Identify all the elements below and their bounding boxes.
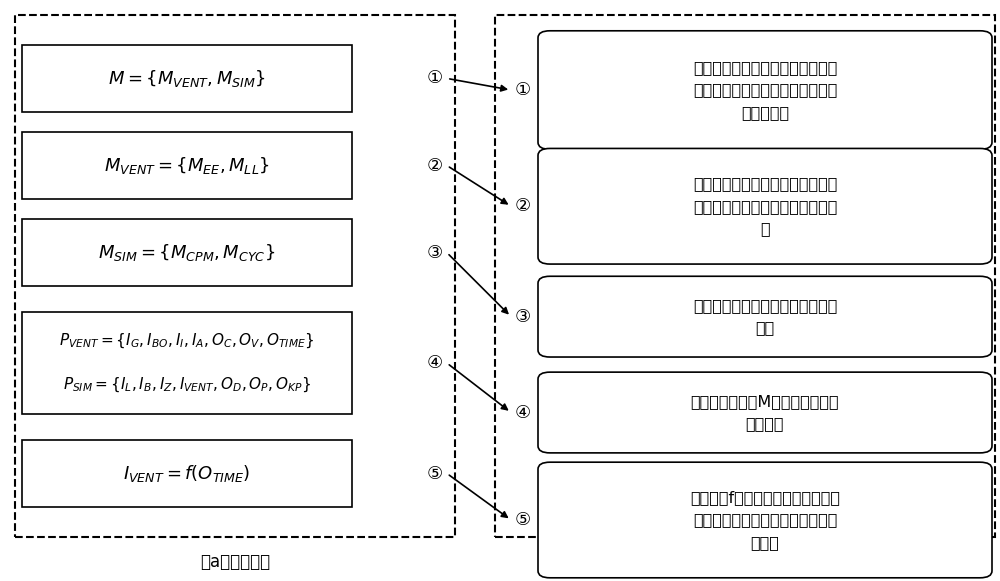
Text: 提出基于通风数值模拟的地下洞室
群施工进度仿真优化方法并建立数
学模型集合: 提出基于通风数值模拟的地下洞室 群施工进度仿真优化方法并建立数 学模型集合 <box>693 60 837 120</box>
Text: ①: ① <box>515 81 531 99</box>
FancyBboxPatch shape <box>538 372 992 453</box>
Text: 定义了模型集合M中各个子模型的
参数集合: 定义了模型集合M中各个子模型的 参数集合 <box>691 394 839 431</box>
Text: ④: ④ <box>427 354 443 372</box>
FancyBboxPatch shape <box>538 462 992 578</box>
FancyBboxPatch shape <box>538 277 992 357</box>
FancyBboxPatch shape <box>538 149 992 264</box>
Text: 提出地下洞室群施工通风两相流混
合数值模拟方法并建立数学模型集
合: 提出地下洞室群施工通风两相流混 合数值模拟方法并建立数学模型集 合 <box>693 177 837 236</box>
Text: 建立地下洞室群施工进度仿真模型
集合: 建立地下洞室群施工进度仿真模型 集合 <box>693 298 837 335</box>
Text: 定义函数f，建立模拟输出通风时间
参数与仿真输入通风参数之间的逻
辑关系: 定义函数f，建立模拟输出通风时间 参数与仿真输入通风参数之间的逻 辑关系 <box>690 490 840 550</box>
Text: $P_{VENT} = \{I_G, I_{BO}, I_I, I_A, O_C, O_V, O_{TIME}\}$: $P_{VENT} = \{I_G, I_{BO}, I_I, I_A, O_C… <box>59 332 315 350</box>
Text: ③: ③ <box>515 308 531 325</box>
Text: ⑤: ⑤ <box>427 465 443 482</box>
Text: $M = \{M_{VENT}, M_{SIM}\}$: $M = \{M_{VENT}, M_{SIM}\}$ <box>108 68 266 89</box>
Text: $M_{SIM} = \{M_{CPM}, M_{CYC}\}$: $M_{SIM} = \{M_{CPM}, M_{CYC}\}$ <box>98 242 276 263</box>
Text: （a）数学模型: （a）数学模型 <box>200 553 270 571</box>
FancyBboxPatch shape <box>22 220 352 286</box>
Text: ②: ② <box>427 157 443 174</box>
Text: $P_{SIM} = \{I_L, I_B, I_Z, I_{VENT}, O_D, O_P, O_{KP}\}$: $P_{SIM} = \{I_L, I_B, I_Z, I_{VENT}, O_… <box>63 376 311 394</box>
FancyBboxPatch shape <box>22 132 352 199</box>
FancyBboxPatch shape <box>538 31 992 149</box>
Text: ①: ① <box>427 70 443 87</box>
Text: $M_{VENT} = \{M_{EE}, M_{LL}\}$: $M_{VENT} = \{M_{EE}, M_{LL}\}$ <box>104 155 270 176</box>
Text: （b）模型描述: （b）模型描述 <box>710 553 780 571</box>
Text: $I_{VENT} = f(O_{TIME})$: $I_{VENT} = f(O_{TIME})$ <box>123 463 251 484</box>
FancyBboxPatch shape <box>22 312 352 414</box>
FancyBboxPatch shape <box>22 45 352 112</box>
Text: ②: ② <box>515 198 531 215</box>
Text: ③: ③ <box>427 244 443 261</box>
Text: ④: ④ <box>515 404 531 421</box>
Text: ⑤: ⑤ <box>515 511 531 529</box>
FancyBboxPatch shape <box>22 440 352 507</box>
